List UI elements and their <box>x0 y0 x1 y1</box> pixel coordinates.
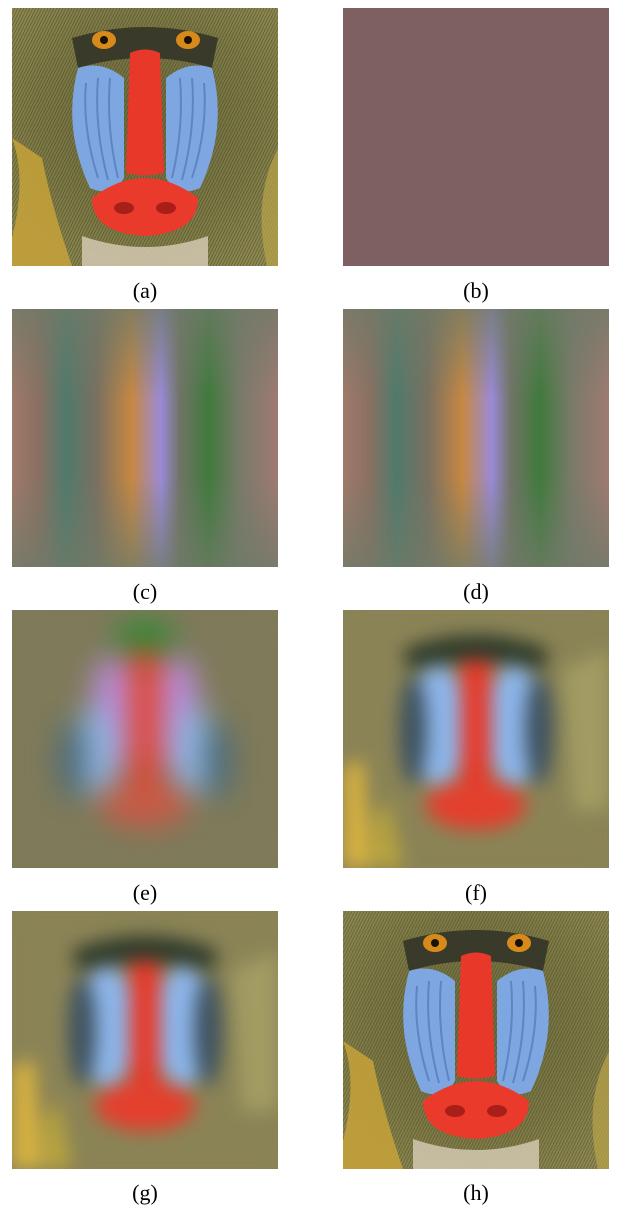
caption-g: (g) <box>132 1180 158 1205</box>
panel-c-image <box>12 309 278 567</box>
baboon-original-image <box>12 8 278 266</box>
baboon-blurred-image <box>343 610 609 868</box>
caption-d: (d) <box>463 579 489 604</box>
caption-h: (h) <box>463 1180 489 1205</box>
caption-a: (a) <box>132 278 158 303</box>
vertical-bands-image <box>343 309 609 567</box>
panel-e-image <box>12 610 278 868</box>
flat-color-image <box>343 8 609 266</box>
vertical-bands-image <box>12 309 278 567</box>
baboon-reconstructed-image <box>343 911 609 1169</box>
panel-g-image <box>12 911 278 1169</box>
panel-d-image <box>343 309 609 567</box>
caption-e: (e) <box>132 880 158 905</box>
caption-c: (c) <box>132 579 158 604</box>
panel-h-image <box>343 911 609 1169</box>
caption-f: (f) <box>465 880 487 905</box>
caption-b: (b) <box>463 278 489 303</box>
baboon-heavily-blurred-image <box>12 610 278 868</box>
baboon-blurred-image <box>12 911 278 1169</box>
panel-b-image <box>343 8 609 266</box>
panel-f-image <box>343 610 609 868</box>
panel-a-image <box>12 8 278 266</box>
